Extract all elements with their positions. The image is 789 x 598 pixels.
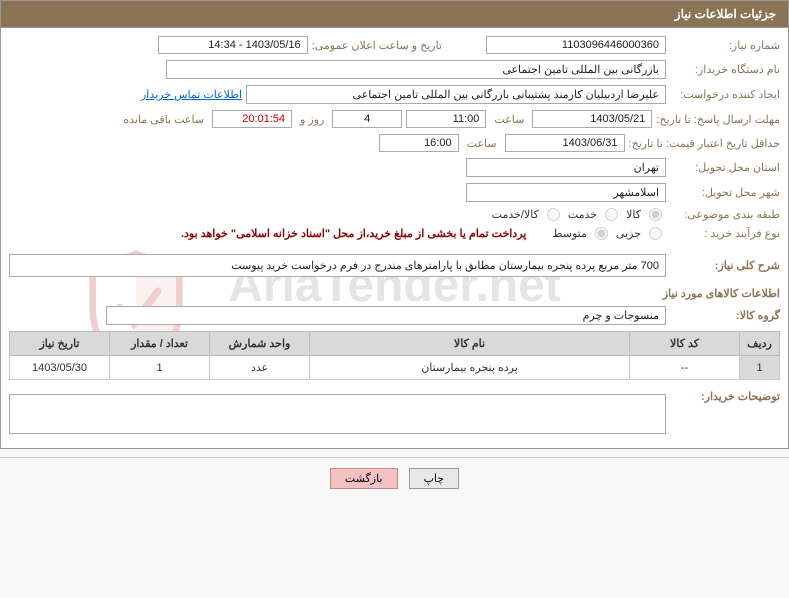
countdown: 20:01:54 <box>212 110 292 128</box>
th-unit: واحد شمارش <box>210 332 310 356</box>
deadline-label: مهلت ارسال پاسخ: تا تاریخ: <box>656 113 780 126</box>
panel-title: جزئیات اطلاعات نیاز <box>675 7 776 21</box>
cat-goods-radio <box>649 208 662 221</box>
goods-info-heading: اطلاعات کالاهای مورد نیاز <box>9 287 780 300</box>
need-no-label: شماره نیاز: <box>670 39 780 52</box>
group-field: منسوجات و چرم <box>106 306 666 325</box>
category-label: طبقه بندی موضوعی: <box>670 208 780 221</box>
creator-label: ایجاد کننده درخواست: <box>670 88 780 101</box>
cell-date: 1403/05/30 <box>10 356 110 380</box>
cell-unit: عدد <box>210 356 310 380</box>
buyer-org-label: نام دستگاه خریدار: <box>670 63 780 76</box>
time-word-1: ساعت <box>490 113 528 126</box>
time-word-2: ساعت <box>463 137 501 150</box>
validity-label: حداقل تاریخ اعتبار قیمت: تا تاریخ: <box>629 137 780 150</box>
cell-num: 1 <box>740 356 780 380</box>
back-button[interactable]: بازگشت <box>330 468 398 489</box>
purchase-type-label: نوع فرآیند خرید : <box>670 227 780 240</box>
summary-field: 700 متر مربع پرده پنجره بیمارستان مطابق … <box>9 254 666 277</box>
th-row: ردیف <box>740 332 780 356</box>
announce-label: تاریخ و ساعت اعلان عمومی: <box>312 39 442 52</box>
need-no-field: 1103096446000360 <box>486 36 666 54</box>
print-button[interactable]: چاپ <box>409 468 460 489</box>
announce-field: 1403/05/16 - 14:34 <box>158 36 308 54</box>
cell-code: -- <box>630 356 740 380</box>
buyer-org-field: بازرگانی بین المللی تامین اجتماعی <box>166 60 666 79</box>
cat-goods-label: کالا <box>626 208 641 221</box>
province-field: تهران <box>466 158 666 177</box>
th-code: کد کالا <box>630 332 740 356</box>
deadline-time: 11:00 <box>406 110 486 128</box>
cat-service-radio <box>605 208 618 221</box>
cat-service-label: خدمت <box>568 208 597 221</box>
panel-header: جزئیات اطلاعات نیاز <box>0 0 789 28</box>
cat-both-label: کالا/خدمت <box>492 208 539 221</box>
pt-partial-radio <box>649 227 662 240</box>
city-field: اسلامشهر <box>466 183 666 202</box>
city-label: شهر محل تحویل: <box>670 186 780 199</box>
day-word: روز و <box>296 113 328 126</box>
province-label: استان محل تحویل: <box>670 161 780 174</box>
payment-note: پرداخت تمام یا بخشی از مبلغ خرید،از محل … <box>181 227 526 240</box>
validity-date: 1403/06/31 <box>505 134 625 152</box>
th-name: نام کالا <box>310 332 630 356</box>
pt-medium-radio <box>595 227 608 240</box>
deadline-date: 1403/05/21 <box>532 110 652 128</box>
pt-partial-label: جزیی <box>616 227 641 240</box>
validity-time: 16:00 <box>379 134 459 152</box>
buyer-desc-box <box>9 394 666 434</box>
button-row: چاپ بازگشت <box>0 457 789 499</box>
cell-qty: 1 <box>110 356 210 380</box>
cat-both-radio <box>547 208 560 221</box>
table-row: 1 -- پرده پنجره بیمارستان عدد 1 1403/05/… <box>10 356 780 380</box>
buyer-contact-link[interactable]: اطلاعات تماس خریدار <box>141 88 242 101</box>
summary-label: شرح کلی نیاز: <box>670 259 780 272</box>
buyer-desc-label: توضیحات خریدار: <box>670 390 780 403</box>
th-qty: تعداد / مقدار <box>110 332 210 356</box>
th-date: تاریخ نیاز <box>10 332 110 356</box>
cell-name: پرده پنجره بیمارستان <box>310 356 630 380</box>
days-remaining: 4 <box>332 110 402 128</box>
creator-field: علیرضا اردبیلیان کارمند پشتیبانی بازرگان… <box>246 85 666 104</box>
pt-medium-label: متوسط <box>552 227 587 240</box>
group-label: گروه کالا: <box>670 309 780 322</box>
goods-table: ردیف کد کالا نام کالا واحد شمارش تعداد /… <box>9 331 780 380</box>
remain-word: ساعت باقی مانده <box>119 113 208 126</box>
